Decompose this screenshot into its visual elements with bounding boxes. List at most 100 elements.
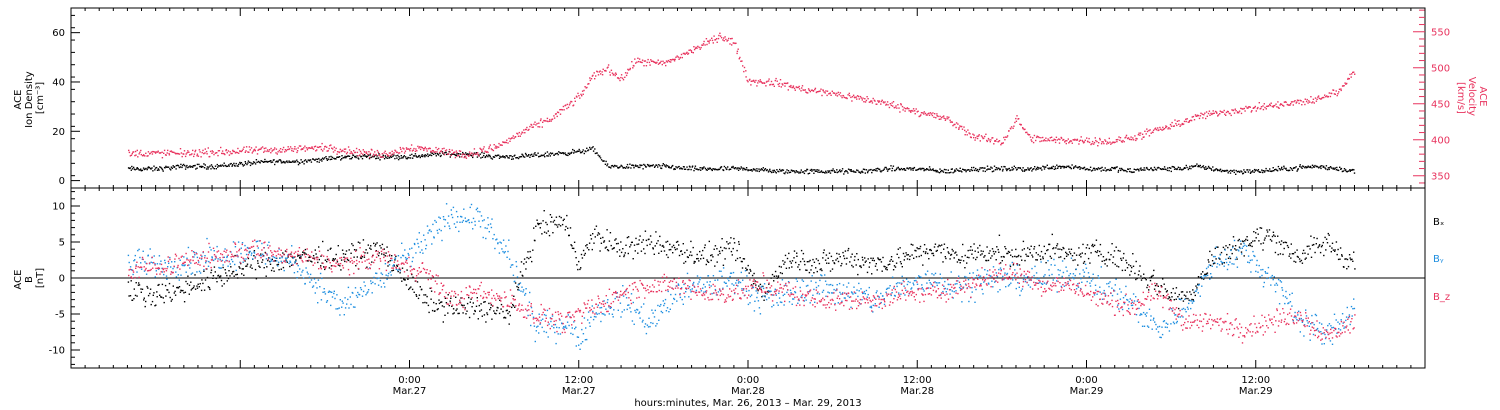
velocity-point — [430, 150, 432, 153]
by-point — [269, 261, 271, 263]
bx-point — [160, 296, 163, 298]
density-point — [1051, 166, 1053, 168]
bx-point — [983, 256, 985, 258]
velocity-point — [559, 113, 562, 115]
bx-point — [440, 301, 442, 303]
bx-point — [1277, 235, 1279, 237]
bx-point — [1052, 247, 1054, 250]
by-point — [700, 290, 703, 292]
bx-point — [853, 259, 856, 261]
density-point — [1077, 167, 1079, 169]
bx-point — [1106, 265, 1108, 267]
by-point — [141, 258, 144, 260]
bx-point — [837, 260, 840, 263]
velocity-point — [201, 151, 203, 154]
bx-point — [599, 250, 601, 252]
density-point — [465, 152, 467, 154]
density-point — [1170, 167, 1172, 169]
density-point — [204, 164, 206, 166]
density-point — [365, 155, 367, 157]
density-point — [934, 170, 936, 172]
bx-point — [1282, 253, 1284, 256]
by-point — [605, 308, 607, 310]
velocity-point — [659, 62, 661, 64]
density-point — [960, 170, 962, 172]
velocity-point — [1035, 139, 1037, 142]
bx-point — [143, 299, 145, 301]
density-point — [937, 171, 939, 173]
velocity-point — [944, 119, 947, 121]
density-point — [770, 170, 772, 173]
bx-point — [137, 284, 140, 286]
bx-point — [981, 253, 983, 255]
bx-point — [874, 265, 877, 267]
velocity-point — [850, 96, 852, 99]
density-point — [800, 169, 802, 171]
bx-point — [584, 252, 586, 255]
velocity-point — [1141, 138, 1143, 140]
velocity-point — [243, 146, 245, 148]
bx-point — [1042, 256, 1044, 258]
velocity-point — [557, 111, 560, 114]
bx-point — [876, 269, 878, 271]
bx-point — [538, 223, 540, 225]
bx-point — [543, 231, 546, 233]
bx-point — [672, 244, 675, 247]
by-point — [284, 257, 287, 259]
by-point — [663, 302, 666, 305]
density-point — [964, 169, 966, 171]
bx-point — [529, 250, 531, 253]
bx-point — [1301, 262, 1304, 264]
velocity-point — [291, 147, 293, 150]
bx-point — [1277, 253, 1279, 256]
bx-point — [813, 272, 815, 274]
density-point — [390, 156, 393, 158]
density-point — [1297, 168, 1299, 170]
velocity-point — [458, 150, 461, 152]
density-point — [408, 157, 410, 159]
density-point — [239, 161, 241, 164]
bx-point — [1140, 279, 1143, 281]
bx-point — [481, 315, 483, 317]
velocity-point — [730, 38, 732, 40]
by-point — [502, 239, 505, 241]
density-point — [809, 169, 812, 171]
density-point — [645, 166, 647, 168]
bx-point — [1283, 247, 1285, 250]
by-point — [539, 323, 541, 325]
velocity-point — [602, 68, 604, 70]
bx-point — [1126, 262, 1128, 264]
bx-point — [1240, 243, 1242, 245]
velocity-point — [824, 92, 826, 94]
bx-point — [1232, 236, 1235, 238]
bx-point — [716, 261, 718, 263]
bx-point — [796, 255, 798, 257]
density-point — [577, 150, 579, 152]
velocity-point — [359, 150, 362, 153]
bx-point — [393, 265, 395, 267]
density-point — [803, 172, 806, 175]
density-point — [565, 153, 567, 156]
velocity-point — [798, 85, 800, 88]
bx-point — [227, 277, 230, 280]
by-point — [201, 255, 203, 257]
velocity-point — [265, 147, 267, 149]
velocity-point — [972, 133, 974, 135]
velocity-point — [1022, 127, 1024, 130]
density-point — [172, 165, 174, 167]
density-point — [1005, 168, 1007, 170]
density-point — [544, 156, 546, 158]
velocity-point — [902, 109, 904, 111]
velocity-point — [553, 117, 556, 119]
density-point — [950, 168, 953, 170]
bx-point — [648, 238, 650, 240]
density-point — [1270, 170, 1273, 173]
bx-point — [922, 264, 924, 266]
velocity-point — [817, 91, 819, 93]
bx-point — [733, 237, 735, 240]
velocity-point — [1138, 132, 1140, 134]
density-point — [1202, 165, 1205, 167]
bx-point — [553, 219, 556, 222]
by-point — [592, 310, 594, 313]
bx-point — [1331, 247, 1333, 249]
